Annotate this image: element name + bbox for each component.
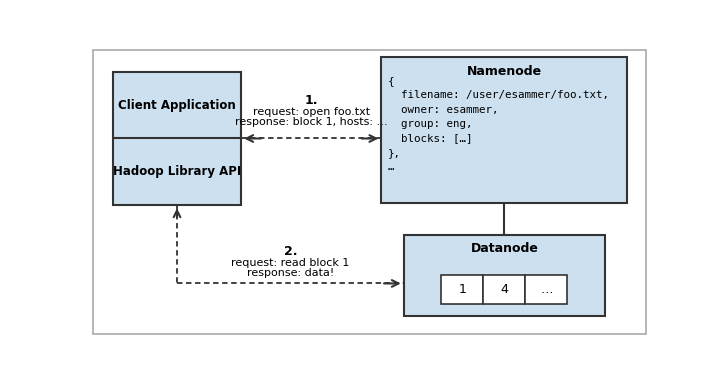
FancyBboxPatch shape <box>404 234 605 316</box>
Text: 1.: 1. <box>305 94 318 107</box>
Text: 1: 1 <box>458 284 466 296</box>
Text: {
  filename: /user/esammer/foo.txt,
  owner: esammer,
  group: eng,
  blocks: [: { filename: /user/esammer/foo.txt, owner… <box>388 76 609 172</box>
Text: Client Application: Client Application <box>118 99 236 112</box>
Text: 2.: 2. <box>284 245 297 258</box>
Text: request: read block 1: request: read block 1 <box>231 258 349 268</box>
Text: 4: 4 <box>500 284 508 296</box>
Text: Namenode: Namenode <box>466 65 542 78</box>
FancyBboxPatch shape <box>526 275 567 304</box>
FancyBboxPatch shape <box>441 275 483 304</box>
Text: Datanode: Datanode <box>470 242 539 255</box>
FancyBboxPatch shape <box>113 71 241 206</box>
Text: request: open foo.txt: request: open foo.txt <box>253 107 370 117</box>
FancyBboxPatch shape <box>483 275 526 304</box>
FancyBboxPatch shape <box>381 57 627 203</box>
FancyBboxPatch shape <box>93 50 646 333</box>
Text: response: block 1, hosts: …: response: block 1, hosts: … <box>235 118 388 127</box>
Text: response: data!: response: data! <box>247 268 334 278</box>
Text: Hadoop Library API: Hadoop Library API <box>113 166 241 178</box>
Text: …: … <box>540 284 552 296</box>
